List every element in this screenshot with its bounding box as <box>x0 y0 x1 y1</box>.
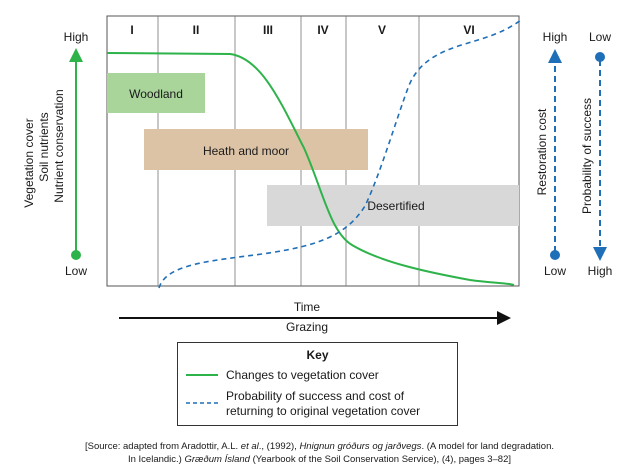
left-axis-high: High <box>64 30 89 44</box>
left-axis-label-2: Soil nutrients <box>37 112 51 181</box>
source-text-b: et al <box>240 441 259 452</box>
desert-label: Desertified <box>367 199 424 213</box>
cost-axis-high: High <box>543 30 568 44</box>
vegetation-curve <box>106 52 515 286</box>
key-vegetation-text: Changes to vegetation cover <box>226 368 379 382</box>
source-text-h: (Yearbook of the Soil Conservation Servi… <box>249 454 512 465</box>
prob-axis-low: Low <box>589 30 611 44</box>
plot-frame <box>106 15 520 287</box>
source-line-2: In Icelandic.) Græðum Ísland (Yearbook o… <box>0 453 639 466</box>
left-axis-label-3: Nutrient conservation <box>52 89 66 202</box>
source-text-e: . (A model for land degradation. <box>421 441 554 452</box>
heath-band <box>144 129 368 170</box>
source-text-a: [Source: adapted from Aradottir, A.L. <box>85 441 241 452</box>
time-grazing-arrowhead <box>497 311 511 325</box>
cost-axis-label: Restoration cost <box>535 108 549 195</box>
prob-axis-label: Probability of success <box>580 98 594 214</box>
key-solid-line-swatch <box>186 374 218 376</box>
left-axis-label-1: Vegetation cover <box>22 118 36 207</box>
stage-label-2: II <box>193 23 200 37</box>
source-text-d: Hnignun gróðurs og jarðvegs <box>299 441 422 452</box>
key-dashed-line-swatch <box>186 402 218 404</box>
prob-axis-dot <box>595 52 605 62</box>
source-text-g: Græðum Ísland <box>184 454 250 465</box>
source-text-c: ., (1992), <box>258 441 300 452</box>
desert-band <box>267 185 519 226</box>
prob-axis-arrowhead <box>593 247 607 261</box>
left-axis-low: Low <box>65 264 87 278</box>
stage-label-3: III <box>263 23 273 37</box>
time-label: Time <box>294 300 321 314</box>
woodland-band <box>107 73 205 113</box>
source-line-1: [Source: adapted from Aradottir, A.L. et… <box>0 440 639 453</box>
grazing-label: Grazing <box>286 320 328 334</box>
key-box: Key Changes to vegetation cover Probabil… <box>177 342 458 426</box>
left-axis-arrowhead <box>69 48 83 62</box>
key-probability-line-1: Probability of success and cost of <box>226 389 405 403</box>
stage-label-4: IV <box>317 23 328 37</box>
heath-label: Heath and moor <box>203 144 289 158</box>
stage-label-6: VI <box>463 23 474 37</box>
cost-axis-dot <box>550 250 560 260</box>
source-text-f: In Icelandic.) <box>127 454 185 465</box>
stage-label-1: I <box>130 23 133 37</box>
key-probability-line-2: returning to original vegetation cover <box>226 404 421 418</box>
prob-axis-high: High <box>588 264 613 278</box>
left-axis-dot <box>71 250 81 260</box>
stage-label-5: V <box>378 23 386 37</box>
key-probability-text: Probability of success and cost of retur… <box>226 389 456 419</box>
probability-curve <box>158 19 522 289</box>
woodland-label: Woodland <box>129 87 183 101</box>
cost-axis-low: Low <box>544 264 566 278</box>
key-title: Key <box>306 348 329 362</box>
cost-axis-arrowhead <box>548 49 562 63</box>
